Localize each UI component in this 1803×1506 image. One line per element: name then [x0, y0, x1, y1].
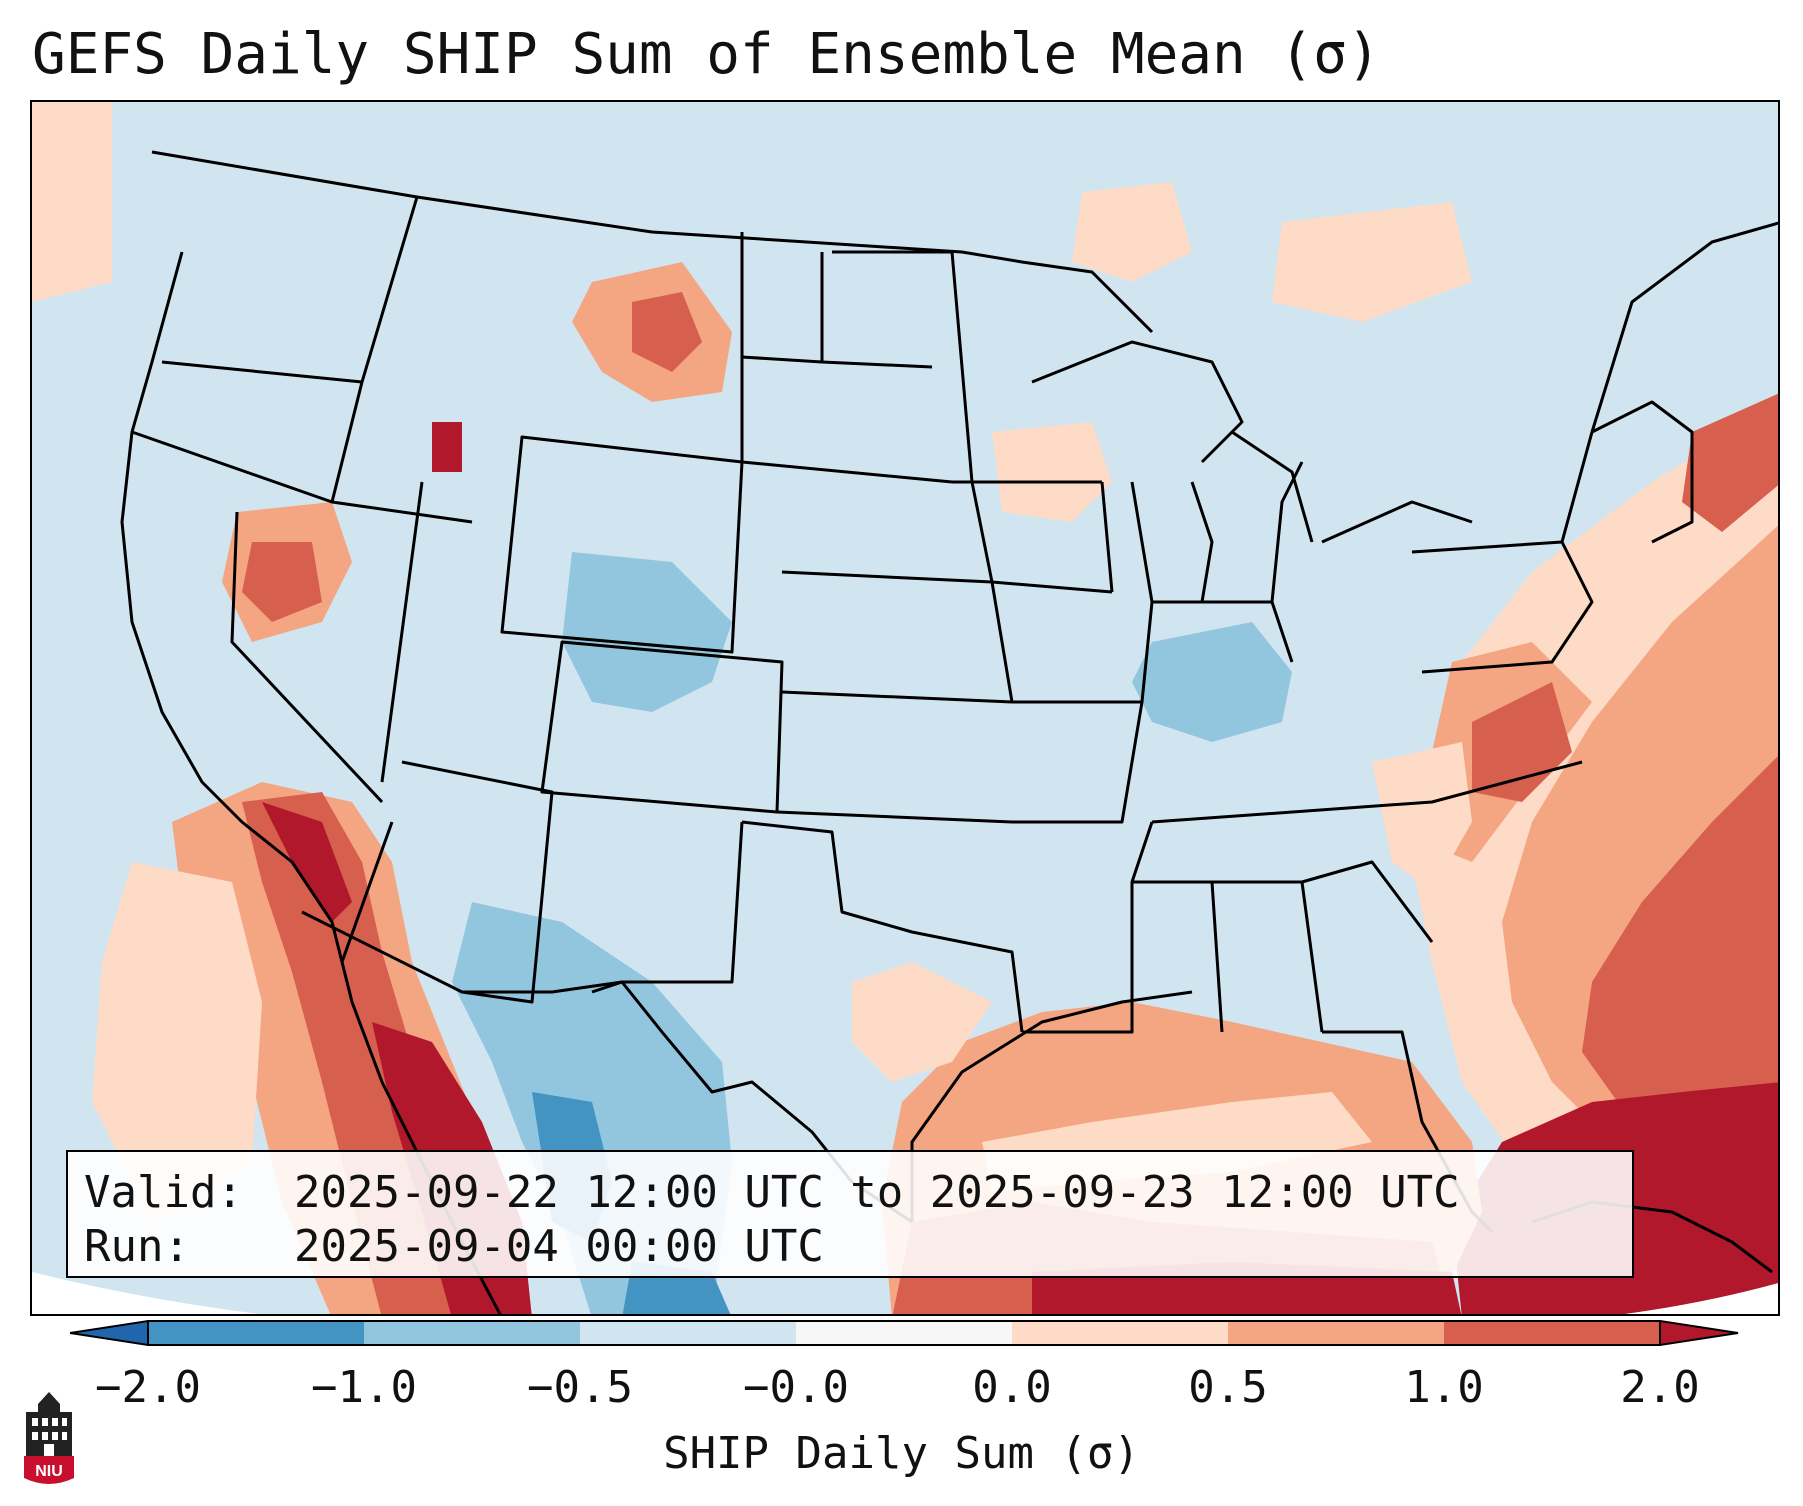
- colorbar-extend-low: [70, 1319, 149, 1347]
- projection-edge-right: [1624, 1283, 1778, 1314]
- montana-hot: [632, 292, 702, 372]
- plains-border: [776, 570, 1014, 824]
- colorbar-tick-label: −0.0: [743, 1362, 849, 1413]
- projection-edge-left: [32, 1272, 260, 1314]
- colorbar-bin-1-2: [1444, 1321, 1660, 1345]
- new-mexico-border: [591, 821, 744, 994]
- us-mexico-border: [301, 910, 623, 994]
- niu-logo-icon: NIU: [24, 1392, 74, 1484]
- four-corners: [340, 760, 554, 1004]
- colorbar: [70, 1319, 1739, 1347]
- iowa-warm: [992, 422, 1112, 522]
- map-panel: [30, 100, 1780, 1316]
- kentucky-cool: [1132, 622, 1292, 742]
- ship-anomaly-map: [32, 102, 1778, 1314]
- colorbar-tick-label: −2.0: [95, 1362, 201, 1413]
- colorbar-tick-label: 2.0: [1620, 1362, 1700, 1413]
- colorbar-outline: [147, 1320, 1661, 1346]
- dakotas-border: [741, 250, 953, 484]
- map-title: GEFS Daily SHIP Sum of Ensemble Mean (σ): [32, 22, 1381, 87]
- colorbar-tick-label: 0.5: [1188, 1362, 1268, 1413]
- colorbar-bin-0-05: [1012, 1321, 1228, 1345]
- valid-label: Valid:: [84, 1167, 243, 1218]
- colorbar-bin-m1-m05: [364, 1321, 580, 1345]
- pacific-offshore-light: [92, 862, 262, 1222]
- carolinas-warm: [1372, 742, 1472, 892]
- colorbar-label: SHIP Daily Sum (σ): [663, 1428, 1140, 1479]
- northeast-borders: [1411, 221, 1778, 674]
- logo-text: NIU: [35, 1463, 63, 1480]
- run-value: 2025-09-04 00:00 UTC: [294, 1221, 824, 1272]
- utah-hotspot: [432, 422, 462, 472]
- southeast-borders: [1022, 760, 1583, 1234]
- quebec-light-warm: [1272, 202, 1472, 322]
- midwest-borders: [950, 251, 1304, 824]
- nv-ut-border: [380, 481, 424, 783]
- political-borders: [120, 150, 1778, 1314]
- valid-value: 2025-09-22 12:00 UTC to 2025-09-23 12:00…: [294, 1167, 1460, 1218]
- colorado-cool: [562, 552, 732, 712]
- colorbar-tick-label: 0.0: [972, 1362, 1052, 1413]
- colorbar-tick-label: 1.0: [1404, 1362, 1484, 1413]
- colorbar-bin-m2-m1: [148, 1321, 364, 1345]
- texas-gulf-coast-warm: [852, 962, 992, 1082]
- atlantic-strong-warm: [1582, 756, 1778, 1172]
- colorbar-extend-high: [1659, 1319, 1739, 1347]
- canada-light-warm: [1072, 182, 1192, 282]
- wa-or-border: [161, 360, 363, 384]
- colorbar-tick-label: −0.5: [527, 1362, 633, 1413]
- wyoming-border: [500, 435, 744, 654]
- run-row: Run: 2025-09-04 00:00 UTC: [84, 1220, 1616, 1274]
- ca-nv-border: [230, 511, 384, 804]
- west-coast: [120, 251, 502, 1314]
- colorbar-bin-m05-0: [580, 1321, 796, 1345]
- colorbar-bin-05-1: [1228, 1321, 1444, 1345]
- idaho-border: [330, 196, 419, 503]
- colorbar-tick-label: −1.0: [311, 1362, 417, 1413]
- northeast-offshore: [1682, 393, 1778, 532]
- west-coast-light-warm: [32, 102, 112, 302]
- run-label: Run:: [84, 1221, 190, 1272]
- gulf-california-hot: [262, 802, 352, 922]
- nevada-hot: [242, 542, 322, 622]
- valid-row: Valid: 2025-09-22 12:00 UTC to 2025-09-2…: [84, 1166, 1616, 1220]
- colorbar-bin-zero: [796, 1321, 1012, 1345]
- great-lakes: [1031, 340, 1473, 603]
- valid-run-info-box: Valid: 2025-09-22 12:00 UTC to 2025-09-2…: [66, 1150, 1634, 1278]
- or-ca-nv-border: [131, 430, 473, 524]
